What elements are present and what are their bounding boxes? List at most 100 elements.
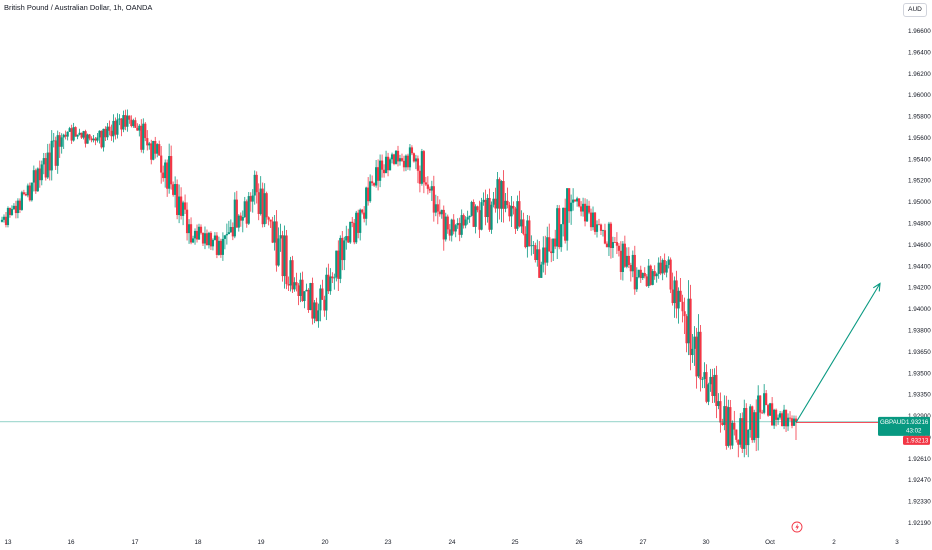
price-tick-label: 1.94400 <box>908 263 931 270</box>
candle-body <box>225 234 228 236</box>
candle-body <box>303 291 306 302</box>
lightning-icon[interactable] <box>791 521 803 533</box>
candle-body <box>538 249 541 278</box>
candle-body <box>371 181 374 184</box>
candle-body <box>297 285 300 296</box>
candle-body <box>251 195 254 202</box>
price-axis[interactable]: 1.96600 1.96400 1.96200 1.96000 1.95800 1.956… <box>908 28 931 527</box>
candle-body <box>241 217 244 221</box>
candle-body <box>168 156 171 189</box>
candles-layer <box>0 109 900 458</box>
candle-body <box>442 209 445 240</box>
candle-body <box>88 134 91 139</box>
candle-body <box>434 204 437 213</box>
candle-body <box>10 209 14 216</box>
candle-body <box>412 153 416 162</box>
candle-body <box>384 156 388 174</box>
candle-body <box>349 221 352 243</box>
candle-body <box>476 206 479 211</box>
candle-body <box>166 162 169 189</box>
candle-body <box>6 207 10 226</box>
candle-body <box>408 147 412 168</box>
candle-body <box>325 274 328 311</box>
candle-body <box>778 413 782 418</box>
candle-body <box>731 422 734 446</box>
candle-body <box>784 409 788 427</box>
candle-body <box>217 240 221 255</box>
candle-body <box>627 255 630 265</box>
candle-body <box>448 229 451 236</box>
projection-arrow <box>795 282 881 423</box>
candle-body <box>723 406 726 425</box>
candle-body <box>18 200 22 210</box>
price-tick-label: 1.92900 <box>908 413 931 420</box>
candle-body <box>261 188 264 225</box>
candle-body <box>187 224 191 234</box>
candle-body <box>390 154 394 160</box>
last-price-value: 1.93216 <box>906 419 929 426</box>
candle-body <box>361 209 364 213</box>
candle-body <box>544 247 547 263</box>
candle-body <box>382 169 386 174</box>
candle-body <box>780 413 784 427</box>
candle-body <box>703 372 706 380</box>
price-tick-label: 1.93350 <box>908 392 931 399</box>
candle-body <box>733 422 736 430</box>
candle-body <box>767 405 770 416</box>
candle-body <box>635 277 638 290</box>
candle-body <box>219 240 222 255</box>
candle-body <box>414 158 418 162</box>
candle-body <box>12 205 16 210</box>
candle-body <box>28 185 31 201</box>
candle-body <box>110 130 113 137</box>
candle-body <box>394 150 398 164</box>
candle-body <box>520 219 523 227</box>
candle-body <box>24 194 27 196</box>
candle-body <box>132 120 135 127</box>
candle-body <box>482 199 485 203</box>
candle-body <box>237 215 240 228</box>
candle-body <box>717 401 720 406</box>
candle-body <box>617 245 620 251</box>
candle-body <box>183 202 187 210</box>
candle-body <box>205 233 209 246</box>
candle-body <box>377 167 380 181</box>
candle-body <box>176 184 179 216</box>
candle-body <box>249 196 252 202</box>
candle-body <box>68 128 71 132</box>
candle-body <box>657 262 660 274</box>
time-tick-label: 26 <box>575 539 583 546</box>
candle-body <box>488 197 491 230</box>
candle-body <box>122 115 125 130</box>
candle-body <box>52 140 55 142</box>
candle-body <box>681 301 684 312</box>
candle-body <box>486 197 489 218</box>
candle-body <box>146 138 149 146</box>
candle-body <box>514 208 517 229</box>
candle-body <box>215 235 219 255</box>
candle-body <box>54 140 57 166</box>
candle-body <box>197 226 201 240</box>
candle-body <box>558 208 561 248</box>
candle-body <box>357 212 360 233</box>
candle-body <box>116 119 119 135</box>
time-axis[interactable]: 13 16 17 18 19 20 23 24 25 26 27 30 Oct 2 3 <box>4 539 899 546</box>
candle-body <box>255 174 258 193</box>
candle-body <box>727 407 730 446</box>
candle-body <box>138 125 141 131</box>
candle-body <box>570 202 573 212</box>
candle-body <box>761 412 764 414</box>
candle-body <box>80 132 83 138</box>
candle-body <box>281 235 284 277</box>
candle-body <box>118 118 121 120</box>
candle-body <box>209 232 213 247</box>
candle-body <box>239 215 242 221</box>
candle-body <box>291 260 294 290</box>
candle-body <box>26 185 29 196</box>
currency-button[interactable]: AUD <box>903 3 927 17</box>
candle-body <box>597 224 601 226</box>
candle-body <box>510 205 513 217</box>
candle-body <box>576 198 579 202</box>
candle-body <box>721 422 724 425</box>
